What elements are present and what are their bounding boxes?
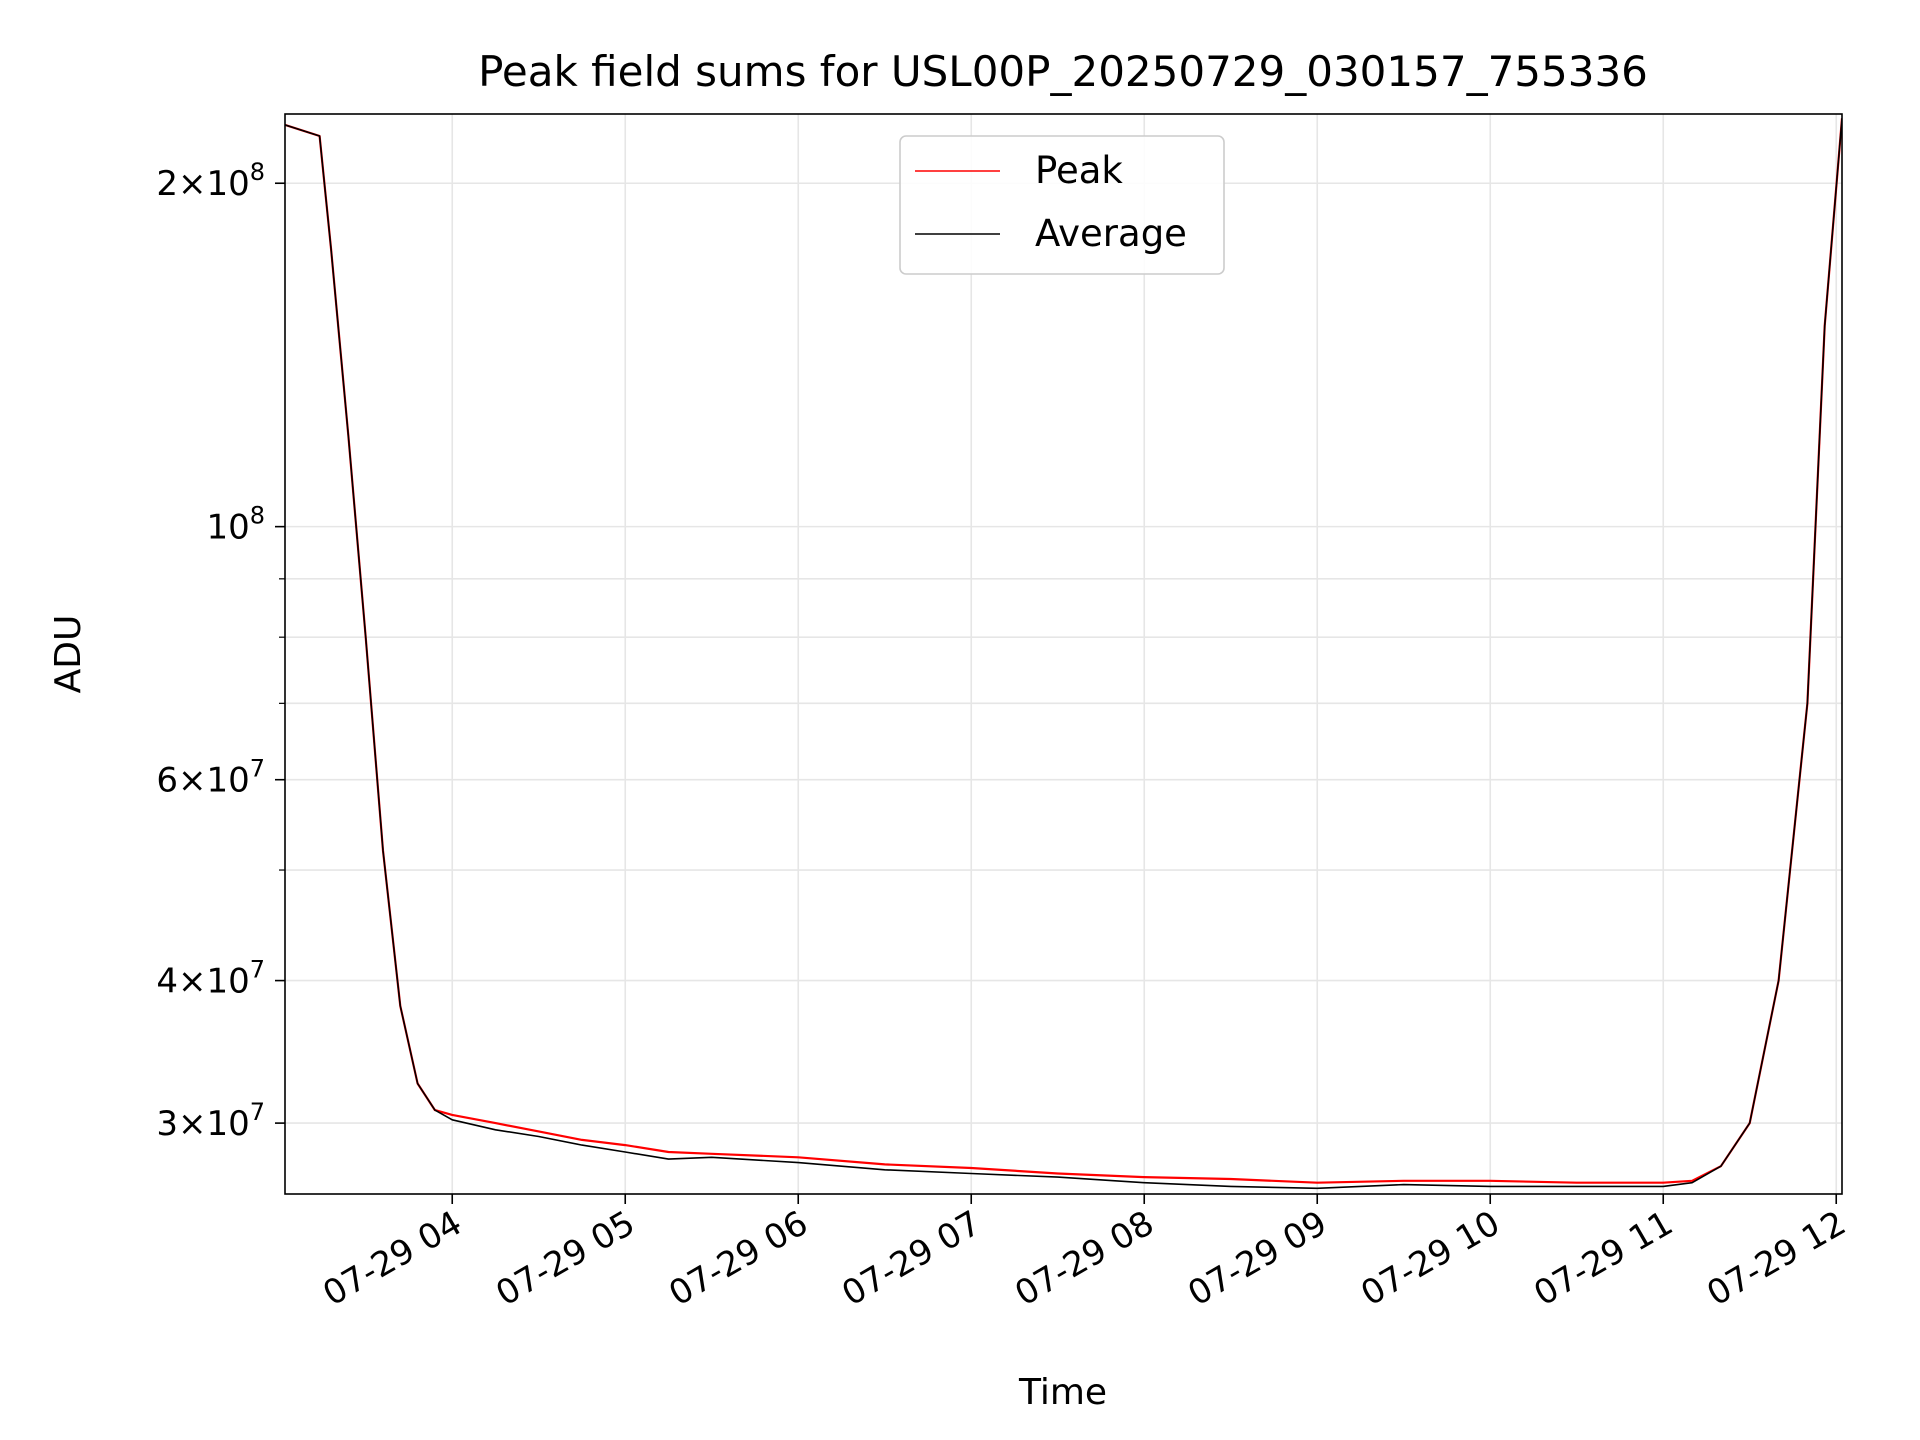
legend: Peak Average [899, 135, 1225, 275]
y-tick-label: 2×108 [156, 158, 265, 204]
y-tick-label: 108 [206, 502, 265, 548]
series-line-average [285, 118, 1842, 1190]
legend-label-average: Average [1035, 212, 1187, 255]
series-layer [285, 118, 1842, 1190]
plot-frame [284, 113, 1843, 1195]
y-tick-label: 3×107 [156, 1098, 265, 1144]
y-axis-label: ADU [48, 615, 89, 694]
x-axis-label: Time [1018, 1372, 1107, 1413]
y-tick-label: 4×107 [156, 956, 265, 1002]
legend-label-peak: Peak [1035, 149, 1123, 192]
y-tick-label: 6×107 [156, 755, 265, 801]
grid [285, 114, 1842, 1194]
chart-title: Peak field sums for USL00P_20250729_0301… [478, 47, 1648, 96]
